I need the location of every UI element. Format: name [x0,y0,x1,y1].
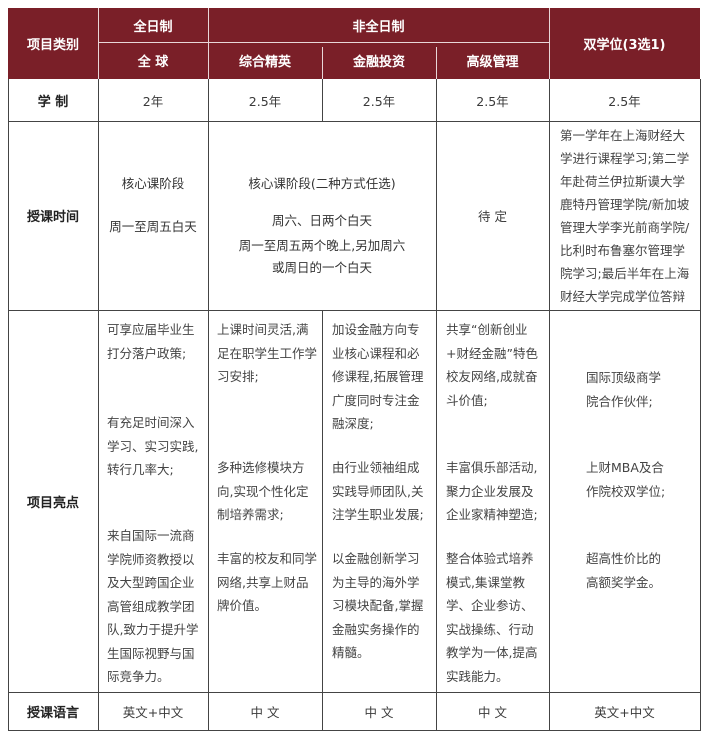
schedule-global-title: 核心课阶段 [121,176,185,191]
schedule-global-time: 周一至周五白天 [109,219,197,234]
highlight-elite-1: 上课时间灵活,满足在职学生工作学习安排; [217,322,318,384]
highlight-executive-2: 丰富俱乐部活动,聚力企业发展及企业家精神塑造; [446,460,538,522]
schedule-executive: 待 定 [478,209,507,224]
duration-global: 2年 [142,93,164,109]
highlight-global-2: 有充足时间深入学习、实习实践,转行几率大; [107,415,199,477]
header-finance: 金融投资 [322,42,436,79]
header-parttime: 非全日制 [208,8,549,42]
highlight-dual-2: 上财MBA及合作院校双学位; [586,460,666,499]
highlight-elite-2: 多种选修模块方向,实现个性化定制培养需求; [217,460,309,522]
highlight-elite-3: 丰富的校友和同学网络,共享上财品牌价值。 [217,551,318,613]
language-global: 英文+中文 [122,704,184,720]
duration-dual: 2.5年 [608,93,641,109]
highlight-global-3: 来自国际一流商学院师资教授以及大型跨国企业高管组成教学团队,致力于提升学生国际视… [107,528,199,684]
header-dual-degree: 双学位(3选1) [549,8,700,79]
highlight-finance-1: 加设金融方向专业核心课程和必修课程,拓展管理广度同时专注金融深度; [332,322,424,431]
language-dual: 英文+中文 [594,704,655,720]
header-fulltime: 全日制 [98,8,208,42]
highlight-dual-3: 超高性价比的高额奖学金。 [586,551,662,590]
row-label-duration: 学 制 [37,94,69,110]
row-label-highlights: 项目亮点 [26,495,79,511]
highlight-global-1: 可享应届毕业生打分落户政策; [107,322,195,361]
schedule-parttime-option2: 周一至周五两个晚上,另加周六 [238,238,406,253]
highlight-finance-3: 以金融创新学习为主导的海外学习模块配备,掌握金融实务操作的精髓。 [332,551,424,660]
highlight-executive-3: 整合体验式培养模式,集课堂教学、企业参访、实战操练、行动教学为一体,提高实践能力… [446,551,538,684]
highlight-finance-2: 由行业领袖组成实践导师团队,关注学生职业发展; [332,460,424,522]
language-executive: 中 文 [478,704,507,720]
duration-elite: 2.5年 [248,93,282,109]
header-category: 项目类别 [8,8,98,79]
duration-executive: 2.5年 [476,93,509,109]
highlight-executive-1: 共享“创新创业+财经金融”特色校友网络,成就奋斗价值; [446,322,538,408]
header-elite: 综合精英 [208,42,322,79]
duration-finance: 2.5年 [362,93,396,109]
row-label-language: 授课语言 [26,705,79,721]
header-global: 全 球 [98,42,208,79]
schedule-parttime-option1: 周六、日两个白天 [271,213,372,228]
highlight-dual-1: 国际顶级商学院合作伙伴; [586,370,662,409]
language-elite: 中 文 [250,704,280,720]
row-label-schedule: 授课时间 [26,210,79,225]
schedule-parttime-option2-cont: 或周日的一个白天 [271,260,372,275]
schedule-dual: 第一学年在上海财经大学进行课程学习;第二学年赴荷兰伊拉斯谟大学鹿特丹管理学院/新… [560,128,690,304]
schedule-parttime-title: 核心课阶段(二种方式任选) [248,176,396,191]
language-finance: 中 文 [364,704,394,720]
header-executive: 高级管理 [436,42,549,79]
